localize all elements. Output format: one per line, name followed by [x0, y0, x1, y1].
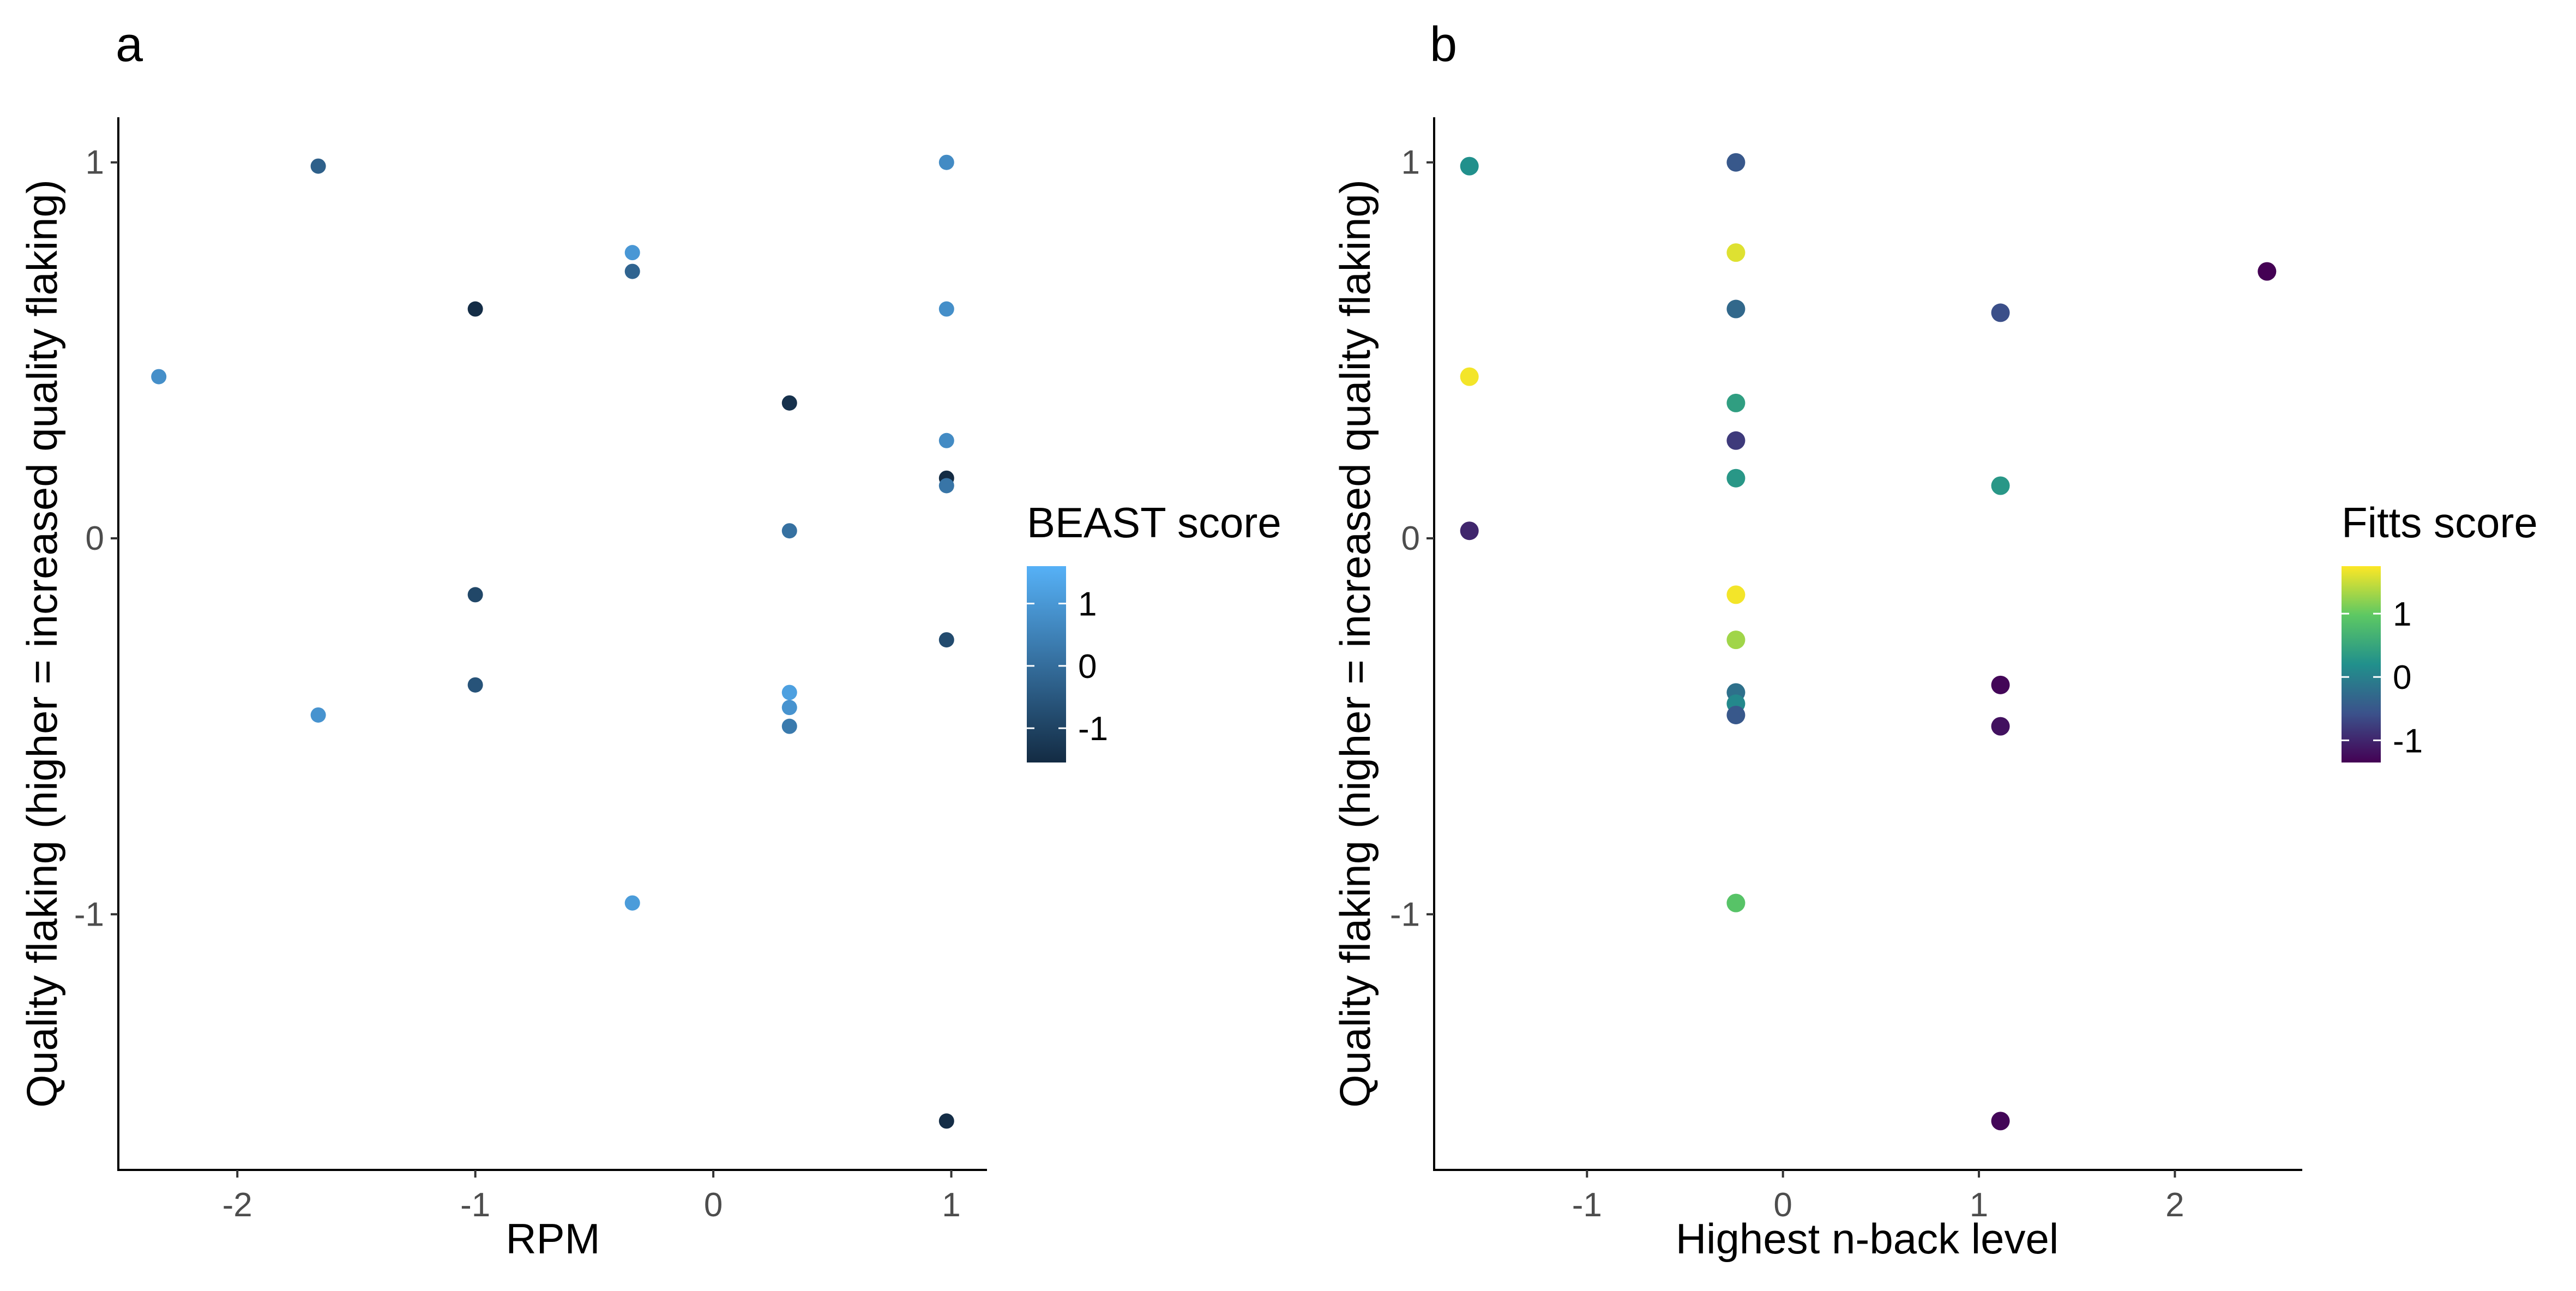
panel-a-data-point — [781, 700, 797, 716]
panel-b-data-point — [1991, 675, 2010, 694]
panel-b-x-ticks: -1 0 1 2 — [1572, 1170, 2184, 1224]
panel-b-data-point — [1991, 303, 2010, 322]
panel-b-data-point — [1726, 705, 1746, 724]
panel-a-data-point — [938, 632, 954, 648]
panel-b-colorbar — [2342, 566, 2381, 762]
panel-b-y-ticks: -1 0 1 — [1390, 144, 1434, 933]
panel-b-data-point — [1726, 893, 1746, 912]
panel-a-y-tick-label: 0 — [86, 520, 104, 557]
panel-a-data-point — [938, 478, 954, 494]
panel-a-colorbar-label: 0 — [1078, 648, 1097, 686]
panel-a-x-tick-label: 1 — [942, 1186, 960, 1224]
panel-a-x-tick-label: -1 — [460, 1186, 490, 1224]
panel-b-data-point — [1726, 299, 1746, 319]
panel-a-data-point — [310, 707, 326, 723]
panel-a-data-point — [938, 1113, 954, 1129]
panel-a-data-point — [151, 369, 167, 385]
panel-b-x-tick-label: 1 — [1970, 1186, 1988, 1224]
panel-a-data-point — [781, 523, 797, 539]
panel-a-data-point — [467, 587, 483, 603]
panel-b-tag: b — [1430, 17, 1457, 72]
panel-b-y-tick-label: -1 — [1390, 896, 1420, 933]
panel-b-y-axis-title: Quality flaking (higher = increased qual… — [1331, 179, 1379, 1108]
panel-a-data-point — [310, 158, 326, 174]
panel-b-data-point — [1726, 393, 1746, 412]
panel-b-data-point — [1460, 521, 1479, 541]
panel-a-data-point — [467, 301, 483, 317]
panel-a-legend: BEAST score -1 0 1 — [1027, 499, 1281, 762]
panel-a-data-point — [938, 154, 954, 170]
panel-b-points — [1460, 153, 2277, 1131]
panel-a-x-tick-label: 0 — [704, 1186, 723, 1224]
panel-b-data-point — [1991, 476, 2010, 495]
panel-a-legend-title: BEAST score — [1027, 499, 1281, 547]
panel-b-data-point — [1991, 717, 2010, 736]
panel-b-data-point — [1726, 631, 1746, 650]
panel-b-colorbar-label: 0 — [2393, 659, 2411, 696]
panel-b-data-point — [1726, 153, 1746, 172]
panel-a-points — [151, 154, 954, 1129]
panel-b-data-point — [1726, 431, 1746, 450]
panel-b-legend: Fitts score -1 0 1 — [2342, 499, 2538, 762]
panel-a-x-axis-title: RPM — [505, 1215, 600, 1263]
panel-a-data-point — [938, 301, 954, 317]
panel-a-data-point — [938, 433, 954, 448]
panel-b-y-tick-label: 1 — [1401, 144, 1420, 182]
panel-a-data-point — [624, 263, 640, 279]
panel-b-data-point — [2258, 262, 2277, 281]
panel-b-legend-title: Fitts score — [2342, 499, 2538, 547]
panel-a-tag: a — [116, 17, 143, 72]
panel-b-data-point — [1460, 367, 1479, 386]
panel-b-x-tick-label: 0 — [1773, 1186, 1792, 1224]
panel-b-x-axis-title: Highest n-back level — [1676, 1215, 2059, 1263]
panel-a-data-point — [624, 895, 640, 911]
panel-a-colorbar-label: -1 — [1078, 710, 1108, 748]
panel-a: a -1 0 1 -2 -1 0 1 RPM Quality flaking (highe… — [18, 17, 1281, 1263]
panel-b-x-tick-label: 2 — [2165, 1186, 2184, 1224]
panel-a-colorbar — [1027, 566, 1066, 762]
panel-a-x-tick-label: -2 — [222, 1186, 252, 1224]
panel-b-y-tick-label: 0 — [1401, 520, 1420, 557]
panel-a-y-axis-title: Quality flaking (higher = increased qual… — [18, 179, 66, 1108]
panel-a-y-ticks: -1 0 1 — [74, 144, 118, 933]
panel-b-data-point — [1726, 243, 1746, 262]
panel-b: b -1 0 1 -1 0 1 2 Highest n-back level Qualit… — [1331, 17, 2538, 1263]
panel-b-x-tick-label: -1 — [1572, 1186, 1602, 1224]
panel-a-data-point — [781, 718, 797, 734]
panel-a-data-point — [781, 395, 797, 411]
panel-b-data-point — [1991, 1112, 2010, 1131]
panel-b-colorbar-ticks: -1 0 1 — [2342, 596, 2423, 760]
panel-a-x-ticks: -2 -1 0 1 — [222, 1170, 961, 1224]
panel-b-colorbar-label: 1 — [2393, 596, 2411, 633]
panel-b-colorbar-label: -1 — [2393, 722, 2423, 760]
panel-a-y-tick-label: -1 — [74, 896, 104, 933]
panel-b-data-point — [1726, 469, 1746, 488]
panel-a-colorbar-label: 1 — [1078, 586, 1097, 623]
panel-a-data-point — [624, 245, 640, 261]
panel-b-data-point — [1460, 157, 1479, 176]
panel-a-colorbar-ticks: -1 0 1 — [1027, 586, 1108, 748]
panel-a-data-point — [467, 677, 483, 693]
panel-b-data-point — [1726, 585, 1746, 604]
panel-a-y-tick-label: 1 — [86, 144, 104, 182]
panel-a-data-point — [781, 684, 797, 700]
